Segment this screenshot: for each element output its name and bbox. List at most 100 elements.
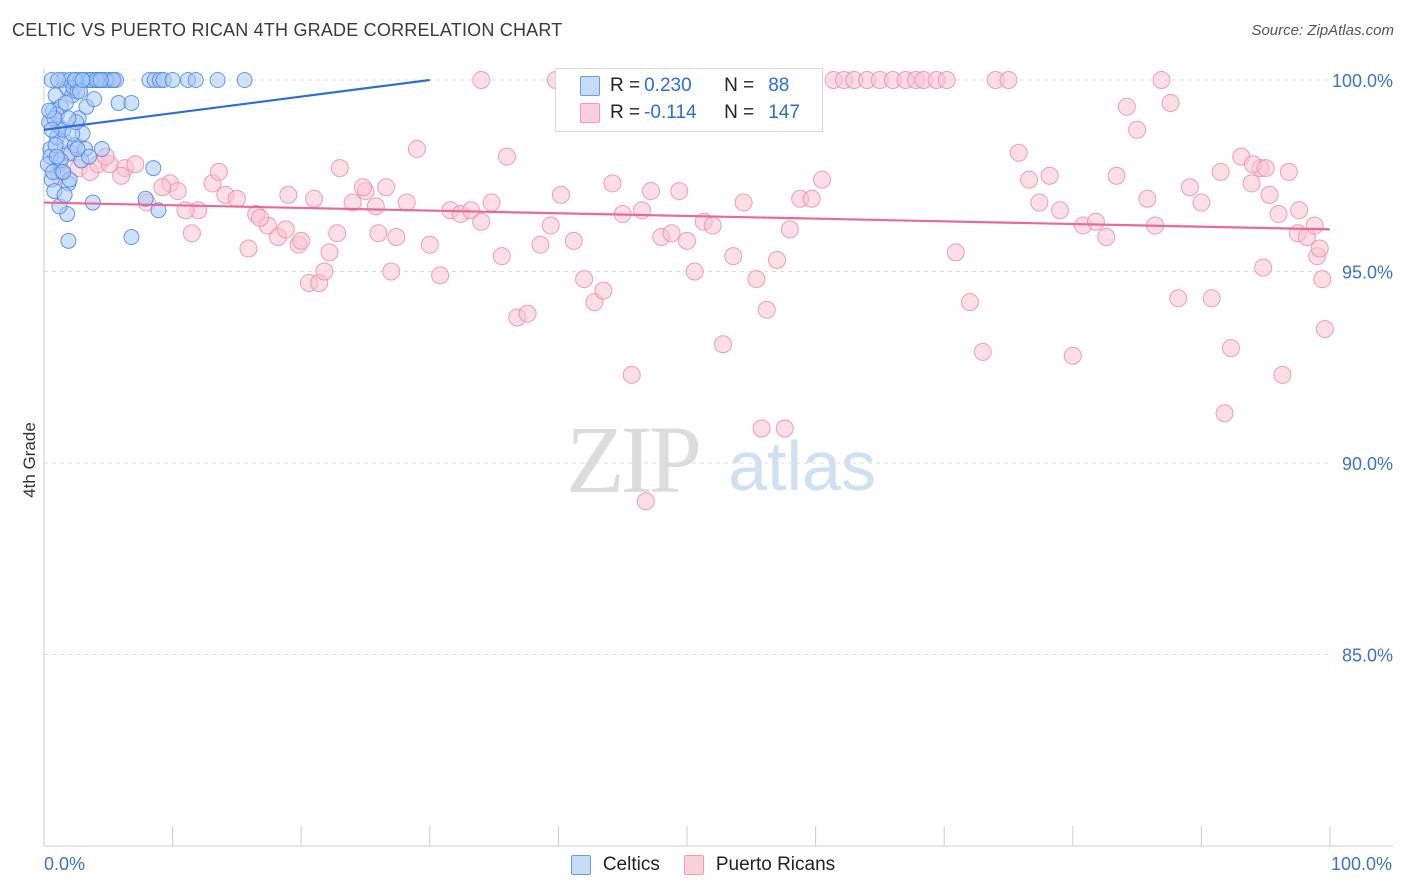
puerto-rican-point bbox=[377, 178, 396, 197]
chart-title: CELTIC VS PUERTO RICAN 4TH GRADE CORRELA… bbox=[12, 20, 563, 40]
legend-r-value-puerto-ricans: -0.114 bbox=[644, 102, 697, 123]
series-label-celtics: Celtics bbox=[602, 854, 660, 875]
puerto-rican-point bbox=[1107, 166, 1126, 185]
axes bbox=[43, 68, 1393, 847]
y-tick-label: 95.0% bbox=[1342, 263, 1393, 283]
celtics-point bbox=[74, 72, 91, 88]
celtics-point bbox=[187, 72, 204, 88]
legend-n-label: N = bbox=[724, 102, 755, 123]
puerto-rican-point bbox=[1138, 189, 1157, 208]
puerto-rican-point bbox=[168, 182, 187, 201]
celtics-point bbox=[48, 148, 65, 165]
puerto-rican-point bbox=[492, 247, 511, 266]
puerto-rican-point bbox=[1097, 228, 1116, 247]
celtics-trend-line bbox=[43, 78, 430, 131]
puerto-rican-point bbox=[472, 71, 491, 89]
puerto-rican-point bbox=[328, 224, 347, 243]
celtics-point bbox=[86, 91, 103, 108]
puerto-rican-point bbox=[1161, 93, 1180, 112]
puerto-rican-point bbox=[279, 185, 298, 204]
puerto-rican-point bbox=[1313, 270, 1332, 289]
puerto-rican-point bbox=[622, 365, 641, 384]
puerto-rican-point bbox=[752, 419, 771, 438]
celtics-point bbox=[137, 190, 154, 207]
puerto-rican-point bbox=[1152, 71, 1171, 89]
legend-r-value-celtics: 0.230 bbox=[644, 75, 692, 96]
puerto-rican-point bbox=[973, 342, 992, 361]
puerto-rican-point bbox=[662, 224, 681, 243]
puerto-rican-point bbox=[1063, 346, 1082, 365]
puerto-rican-point bbox=[239, 239, 258, 258]
legend-n-value-celtics: 88 bbox=[768, 75, 790, 96]
puerto-rican-point bbox=[775, 419, 794, 438]
puerto-rican-point bbox=[734, 193, 753, 212]
legend-r-label: R = bbox=[610, 102, 641, 123]
puerto-rican-point bbox=[251, 208, 270, 227]
puerto-rican-point bbox=[724, 247, 743, 266]
series-legend: Celtics Puerto Ricans bbox=[0, 852, 1406, 878]
celtics-point bbox=[236, 72, 253, 88]
puerto-rican-point bbox=[1315, 319, 1334, 338]
puerto-rican-point bbox=[497, 147, 516, 166]
puerto-rican-point bbox=[564, 231, 583, 250]
celtics-point bbox=[92, 72, 109, 88]
puerto-rican-point bbox=[387, 228, 406, 247]
legend-row-puerto-ricans: R = -0.114 N = 147 bbox=[580, 101, 800, 125]
celtics-point bbox=[209, 72, 226, 88]
series-label-puerto-ricans: Puerto Ricans bbox=[715, 854, 836, 875]
puerto-rican-point bbox=[1256, 159, 1275, 178]
puerto-rican-point bbox=[802, 189, 821, 208]
puerto-rican-point bbox=[382, 262, 401, 281]
puerto-rican-point bbox=[1305, 216, 1324, 235]
puerto-rican-point bbox=[1202, 289, 1221, 308]
legend-swatch-celtics bbox=[580, 76, 600, 96]
celtics-point bbox=[60, 232, 77, 249]
grid-lines bbox=[44, 79, 1330, 655]
data-points bbox=[39, 71, 1334, 511]
puerto-rican-point bbox=[813, 170, 832, 189]
puerto-rican-point bbox=[343, 193, 362, 212]
celtics-point bbox=[50, 72, 67, 88]
celtics-point bbox=[60, 110, 77, 127]
puerto-rican-point bbox=[276, 220, 295, 239]
puerto-rican-point bbox=[366, 197, 385, 216]
puerto-rican-point bbox=[757, 300, 776, 319]
puerto-rican-point bbox=[641, 182, 660, 201]
celtics-point bbox=[93, 140, 110, 157]
puerto-rican-point bbox=[1215, 404, 1234, 423]
celtics-point bbox=[57, 94, 74, 111]
watermark-atlas: atlas bbox=[728, 427, 876, 505]
puerto-rican-point bbox=[397, 193, 416, 212]
puerto-rican-point bbox=[1221, 339, 1240, 358]
puerto-rican-point bbox=[1086, 212, 1105, 231]
y-tick-label: 90.0% bbox=[1342, 454, 1393, 474]
puerto-rican-point bbox=[1040, 166, 1059, 185]
puerto-rican-point bbox=[292, 231, 311, 250]
puerto-rican-point bbox=[1273, 365, 1292, 384]
tick-labels: 100.0% 95.0% 90.0% 85.0% 0.0% 100.0% bbox=[44, 71, 1393, 874]
legend-n-value-puerto-ricans: 147 bbox=[768, 102, 800, 123]
legend-row-celtics: R = 0.230 N = 88 bbox=[580, 74, 789, 98]
puerto-rican-point bbox=[472, 212, 491, 231]
puerto-rican-point bbox=[1128, 120, 1147, 139]
puerto-rican-point bbox=[541, 216, 560, 235]
puerto-rican-point bbox=[420, 235, 439, 254]
correlation-legend: R = 0.230 N = 88 R = -0.114 N = 147 bbox=[555, 68, 823, 132]
puerto-rican-point bbox=[703, 216, 722, 235]
puerto-rican-point bbox=[1260, 185, 1279, 204]
puerto-rican-point bbox=[747, 270, 766, 289]
puerto-rican-point bbox=[999, 71, 1018, 89]
puerto-rican-point bbox=[176, 201, 195, 220]
y-tick-label: 85.0% bbox=[1342, 646, 1393, 666]
x-tick-label: 100.0% bbox=[1331, 854, 1392, 874]
puerto-rican-point bbox=[1310, 239, 1329, 258]
legend-swatch-puerto-ricans bbox=[580, 103, 600, 123]
puerto-rican-point bbox=[227, 189, 246, 208]
puerto-rican-point bbox=[946, 243, 965, 262]
puerto-rican-point bbox=[1279, 162, 1298, 181]
puerto-rican-point bbox=[369, 224, 388, 243]
puerto-rican-point bbox=[670, 182, 689, 201]
celtics-point bbox=[123, 229, 140, 246]
puerto-rican-trend-line bbox=[43, 201, 1331, 231]
